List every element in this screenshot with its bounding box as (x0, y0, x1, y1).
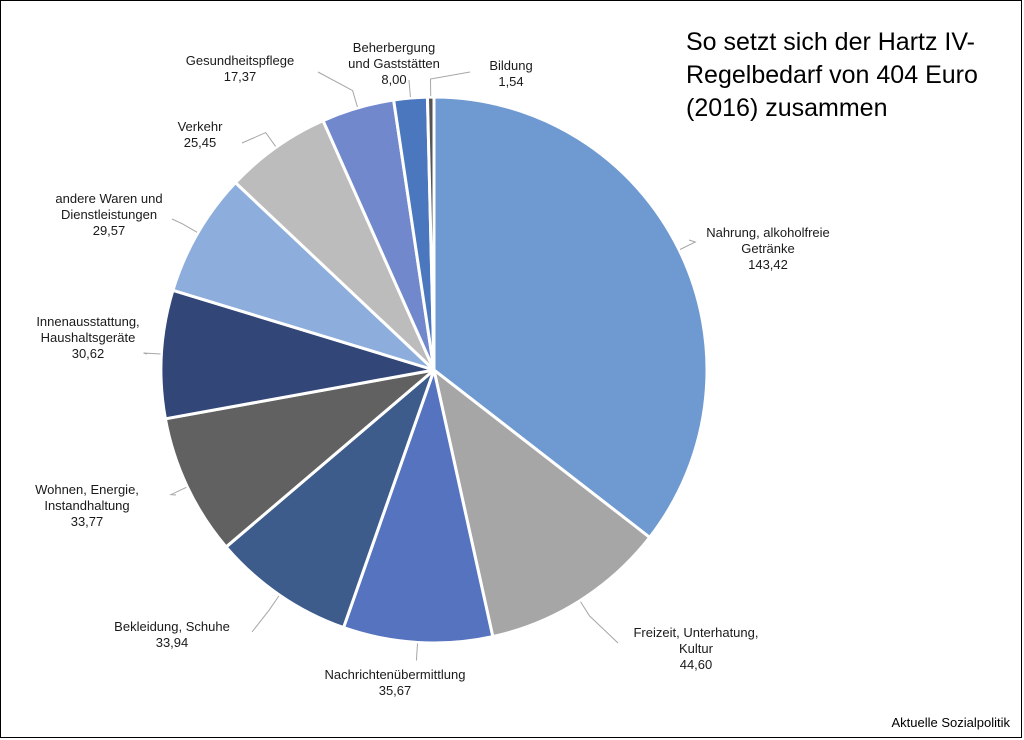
slice-name: Innenausstattung, (36, 314, 139, 329)
slice-name: Gesundheitspflege (186, 53, 294, 68)
chart-title: So setzt sich der Hartz IV- Regelbedarf … (686, 26, 978, 125)
slice-name: Nachrichtenübermittlung (325, 667, 466, 682)
leader-line (408, 80, 411, 98)
slice-value: 1,54 (498, 74, 523, 89)
slice-name: Instandhaltung (44, 498, 129, 513)
slice-labels: Nahrung, alkoholfreie Getränke 143,42 Freiz… (35, 40, 830, 698)
leader-lines (143, 71, 697, 661)
leader-line (171, 218, 198, 233)
slice-label: Beherbergung und Gaststätten 8,00 (348, 40, 440, 87)
slice-name: Verkehr (178, 119, 223, 134)
slice-label: Gesundheitspflege 17,37 (186, 53, 294, 84)
title-line-2: Regelbedarf von 404 Euro (686, 61, 978, 89)
slice-name: Beherbergung (353, 40, 435, 55)
leader-line (415, 643, 418, 661)
slice-value: 33,77 (71, 514, 104, 529)
slice-label: Wohnen, Energie, Instandhaltung 33,77 (35, 482, 139, 529)
pie-slice (159, 288, 436, 421)
slice-name: Freizeit, Unterhatung, (633, 625, 758, 640)
slice-value: 35,67 (379, 683, 412, 698)
slice-value: 143,42 (748, 257, 788, 272)
slice-value: 25,45 (184, 135, 217, 150)
slice-label: Innenausstattung, Haushaltsgeräte 30,62 (36, 314, 139, 361)
pie-slice (432, 95, 709, 539)
slice-label: Nachrichtenübermittlung 35,67 (325, 667, 466, 698)
slice-name: Bildung (489, 58, 532, 73)
slice-label: andere Waren und Dienstleistungen 29,57 (55, 191, 162, 238)
slice-value: 8,00 (381, 72, 406, 87)
slice-value: 17,37 (224, 69, 257, 84)
slice-label: Bekleidung, Schuhe 33,94 (114, 619, 230, 650)
source-credit: Aktuelle Sozialpolitik (891, 715, 1010, 730)
pie-slice (224, 368, 436, 630)
slice-name: Getränke (741, 241, 794, 256)
leader-line (679, 239, 697, 250)
slice-value: 30,62 (72, 346, 105, 361)
slice-label: Bildung 1,54 (489, 58, 532, 89)
pie-slice (163, 368, 436, 549)
slice-label: Freizeit, Unterhatung, Kultur 44,60 (633, 625, 758, 672)
slice-label: Nahrung, alkoholfreie Getränke 143,42 (706, 225, 830, 272)
pie-slice (425, 95, 436, 372)
leader-line (241, 131, 277, 147)
slice-value: 44,60 (680, 657, 713, 672)
slice-name: Dienstleistungen (61, 207, 157, 222)
pie-slice (171, 181, 436, 372)
pie-slice (342, 368, 495, 645)
slice-name: Wohnen, Energie, (35, 482, 139, 497)
slice-value: 33,94 (156, 635, 189, 650)
pie-slices (159, 95, 709, 645)
slice-name: andere Waren und (55, 191, 162, 206)
slice-value: 29,57 (93, 223, 126, 238)
leader-line (251, 595, 280, 633)
leader-line (429, 71, 471, 97)
leader-line (169, 486, 187, 496)
slice-name: Kultur (679, 641, 714, 656)
pie-slice (432, 368, 652, 639)
slice-name: Bekleidung, Schuhe (114, 619, 230, 634)
slice-name: Haushaltsgeräte (41, 330, 136, 345)
slice-name: und Gaststätten (348, 56, 440, 71)
leader-line (580, 601, 619, 644)
title-line-3: (2016) zusammen (686, 94, 888, 122)
leader-line (143, 352, 161, 355)
title-line-1: So setzt sich der Hartz IV- (686, 28, 975, 56)
leader-line (317, 71, 358, 108)
slice-label: Verkehr 25,45 (178, 119, 223, 150)
slice-name: Nahrung, alkoholfreie (706, 225, 830, 240)
